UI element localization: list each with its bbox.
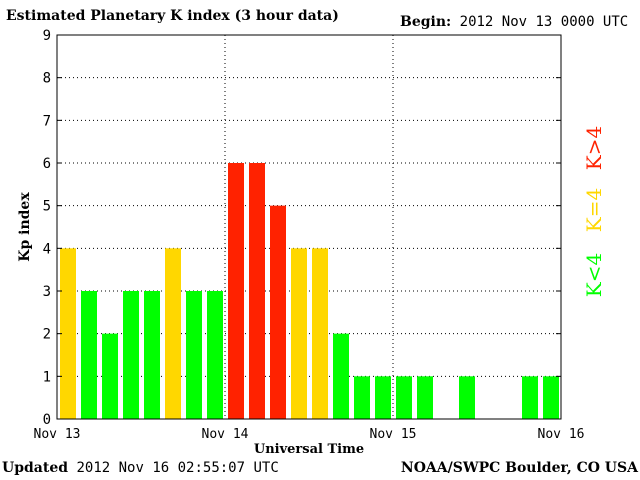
kp-bar [396, 376, 412, 419]
x-tick-label: Nov 16 [538, 427, 585, 442]
kp-bar [186, 291, 202, 419]
source-credit: NOAA/SWPC Boulder, CO USA [400, 460, 638, 476]
kp-bar [144, 291, 160, 419]
y-tick-label: 9 [43, 28, 51, 44]
kp-bar [459, 376, 475, 419]
kp-bar [102, 333, 118, 419]
kp-bar [375, 376, 391, 419]
kp-bar [249, 163, 265, 419]
kp-bar [270, 205, 286, 419]
plot-frame [56, 34, 562, 420]
y-tick-label: 8 [43, 71, 51, 87]
kp-bar [81, 291, 97, 419]
updated-info: Updated 2012 Nov 16 02:55:07 UTC [2, 460, 279, 476]
kp-bar [333, 333, 349, 419]
x-tick-label: Nov 14 [202, 427, 249, 442]
y-axis-title: Kp index [17, 192, 33, 262]
y-tick-label: 7 [43, 113, 51, 129]
begin-info: Begin: 2012 Nov 13 0000 UTC [400, 14, 628, 30]
updated-label: Updated [2, 460, 69, 476]
kp-bar [522, 376, 538, 419]
kp-bar [60, 248, 76, 419]
begin-label: Begin: [400, 14, 452, 30]
kp-bar [291, 248, 307, 419]
legend-label: K<4 [582, 253, 606, 297]
y-tick-label: 4 [43, 241, 51, 257]
kp-bar [165, 248, 181, 419]
y-tick-label: 5 [43, 199, 51, 215]
y-tick-label: 6 [43, 156, 51, 172]
y-tick-label: 0 [43, 412, 51, 428]
y-tick-label: 2 [43, 327, 51, 343]
x-axis-title: Universal Time [254, 442, 364, 457]
legend-label: K>4 [582, 126, 606, 170]
kp-bar [543, 376, 559, 419]
y-tick-label: 1 [43, 369, 51, 385]
kp-bar [123, 291, 139, 419]
x-tick-label: Nov 15 [370, 427, 417, 442]
updated-value: 2012 Nov 16 02:55:07 UTC [76, 460, 279, 476]
legend-label: K=4 [582, 188, 606, 232]
x-tick-label: Nov 13 [34, 427, 81, 442]
kp-bar [417, 376, 433, 419]
begin-value: 2012 Nov 13 0000 UTC [459, 14, 629, 30]
chart-title: Estimated Planetary K index (3 hour data… [6, 8, 339, 24]
kp-bar [312, 248, 328, 419]
kp-bar [228, 163, 244, 419]
kp-bar [207, 291, 223, 419]
kp-bar [354, 376, 370, 419]
y-tick-label: 3 [43, 284, 51, 300]
